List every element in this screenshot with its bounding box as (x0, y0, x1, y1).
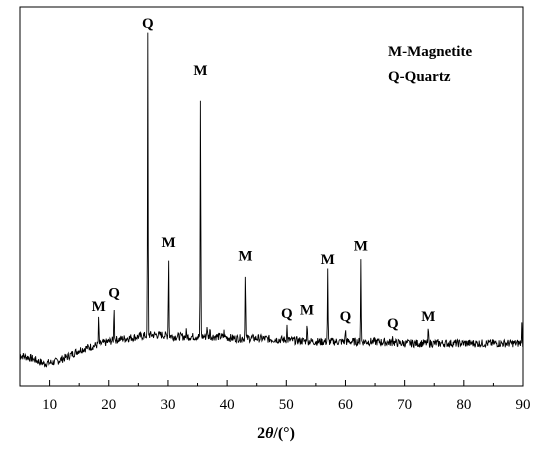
plot-frame (19, 6, 524, 387)
legend-item-magnetite: M-Magnetite (388, 44, 472, 60)
peak-label-magnetite: M (421, 309, 435, 325)
x-tick-label: 80 (456, 397, 471, 413)
x-axis-title-unit: /(°) (272, 425, 295, 442)
peak-label-magnetite: M (193, 63, 207, 79)
peak-label-magnetite: M (92, 299, 106, 315)
peak-label-magnetite: M (238, 249, 252, 265)
x-axis-title: 2θ/(°) (257, 425, 295, 442)
x-tick-label: 40 (220, 397, 235, 413)
x-tick-label: 70 (397, 397, 412, 413)
x-ticks: 10 20 30 40 50 60 70 80 90 (19, 380, 531, 413)
x-tick-label: 60 (338, 397, 353, 413)
peak-label-quartz: Q (142, 16, 154, 32)
peak-label-quartz: Q (340, 309, 352, 325)
x-tick-label: 50 (279, 397, 294, 413)
peak-label-quartz: Q (108, 286, 120, 302)
series-layer (19, 32, 524, 368)
peak-label-magnetite: M (321, 252, 335, 268)
x-tick-label: 10 (42, 397, 57, 413)
peak-label-magnetite: M (300, 302, 314, 318)
xrd-pattern-line (19, 32, 524, 368)
peak-label-quartz: Q (281, 306, 293, 322)
x-tick-label: 20 (101, 397, 116, 413)
x-axis-title-prefix: 2 (257, 425, 265, 442)
x-axis-title-symbol: θ (265, 425, 274, 442)
x-tick-label: 90 (516, 397, 531, 413)
legend-item-quartz: Q-Quartz (388, 69, 451, 85)
x-tick-label: 30 (160, 397, 175, 413)
peak-label-quartz: Q (387, 316, 399, 332)
peak-label-magnetite: M (161, 235, 175, 251)
peak-label-magnetite: M (354, 238, 368, 254)
legend: M-Magnetite Q-Quartz (388, 44, 472, 85)
